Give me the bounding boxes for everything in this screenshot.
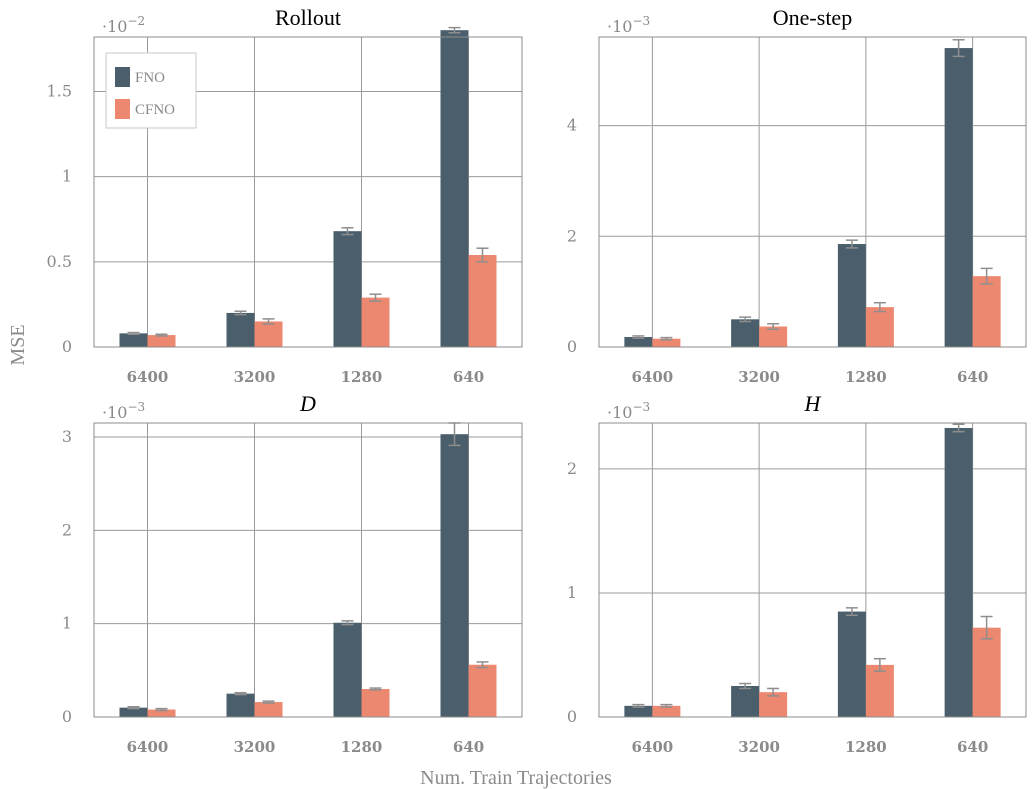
x-tick-label: 6400 (632, 368, 674, 386)
x-tick-label: 6400 (127, 368, 169, 386)
bar-cfno-1280 (866, 665, 894, 717)
x-tick-label: 640 (453, 738, 484, 756)
bar-fno-6400 (120, 333, 148, 347)
x-tick-label: 640 (957, 368, 988, 386)
bar-cfno-1280 (866, 307, 894, 347)
bar-fno-640 (441, 30, 469, 347)
x-tick-label: 3200 (234, 738, 276, 756)
bar-fno-1280 (334, 231, 362, 347)
bar-cfno-1280 (362, 298, 390, 347)
legend-label-cfno: CFNO (135, 102, 175, 118)
bar-fno-1280 (838, 612, 866, 717)
y-tick-label: 0.5 (47, 252, 72, 271)
bar-fno-640 (945, 48, 973, 347)
subplot-4: 0 1 2 6400 3200 1280 640 H ·10−3 (567, 391, 1026, 756)
x-tick-label: 3200 (738, 368, 780, 386)
y-tick-label: 4 (567, 116, 577, 135)
bar-cfno-1280 (362, 689, 390, 717)
x-tick-label: 6400 (127, 738, 169, 756)
x-tick-label: 1280 (341, 368, 383, 386)
y-tick-label: 1 (567, 583, 577, 602)
x-tick-label: 1280 (845, 368, 887, 386)
bar-fno-1280 (334, 623, 362, 717)
x-tick-label: 1280 (341, 738, 383, 756)
bar-cfno-640 (973, 628, 1001, 717)
subplot-2: 0 2 4 6400 3200 1280 640 One-step ·10−3 (567, 5, 1026, 386)
legend-swatch-cfno (115, 99, 130, 119)
bar-cfno-640 (469, 665, 497, 717)
y-tick-label: 3 (62, 427, 72, 446)
y-tick-label: 0 (62, 337, 72, 356)
subplot-title: H (804, 391, 822, 416)
bar-cfno-6400 (148, 335, 176, 347)
y-tick-label: 0 (567, 337, 577, 356)
subplot-title: Rollout (275, 5, 341, 30)
axis-scale-exponent: −3 (127, 400, 145, 414)
bar-cfno-640 (973, 276, 1001, 347)
bar-fno-3200 (731, 686, 759, 717)
x-tick-label: 6400 (632, 738, 674, 756)
axis-scale-factor: ·10−3 (607, 14, 650, 36)
subplot-title: One-step (773, 5, 852, 30)
y-tick-label: 2 (567, 226, 577, 245)
x-tick-label: 640 (957, 738, 988, 756)
axis-scale-factor: ·10−3 (607, 400, 650, 422)
bar-cfno-3200 (255, 702, 283, 717)
legend-swatch-fno (115, 67, 130, 87)
bar-fno-640 (945, 428, 973, 717)
axis-scale-exponent: −2 (127, 14, 145, 28)
subplot-3: 0 1 2 3 6400 3200 1280 640 D ·10−3 (62, 391, 522, 756)
axis-scale-factor: ·10−2 (102, 14, 145, 36)
axis-scale-exponent: −3 (632, 14, 650, 28)
x-tick-label: 3200 (234, 368, 276, 386)
bar-fno-3200 (227, 694, 255, 717)
y-tick-label: 0 (62, 707, 72, 726)
x-tick-label: 1280 (845, 738, 887, 756)
y-tick-label: 2 (567, 459, 577, 478)
x-axis-label: Num. Train Trajectories (420, 767, 612, 789)
y-tick-label: 0 (567, 707, 577, 726)
x-tick-label: 3200 (738, 738, 780, 756)
bar-fno-640 (441, 434, 469, 717)
bar-cfno-3200 (255, 321, 283, 347)
axis-scale-factor: ·10−3 (102, 400, 145, 422)
y-tick-label: 1.5 (47, 82, 72, 101)
bar-fno-1280 (838, 244, 866, 347)
axis-scale-exponent: −3 (632, 400, 650, 414)
legend-label-fno: FNO (135, 70, 165, 86)
y-tick-label: 2 (62, 520, 72, 539)
y-tick-label: 1 (62, 614, 72, 633)
y-axis-label: MSE (7, 324, 29, 365)
legend: FNO CFNO (106, 53, 196, 128)
y-tick-label: 1 (62, 167, 72, 186)
bar-fno-3200 (227, 313, 255, 347)
subplot-1: 0 0.5 1 1.5 6400 3200 1280 640 Rollout ·10−2 FNO CF… (47, 5, 522, 386)
x-tick-label: 640 (453, 368, 484, 386)
subplot-title: D (299, 391, 316, 416)
bar-fno-3200 (731, 319, 759, 347)
bar-cfno-640 (469, 255, 497, 347)
